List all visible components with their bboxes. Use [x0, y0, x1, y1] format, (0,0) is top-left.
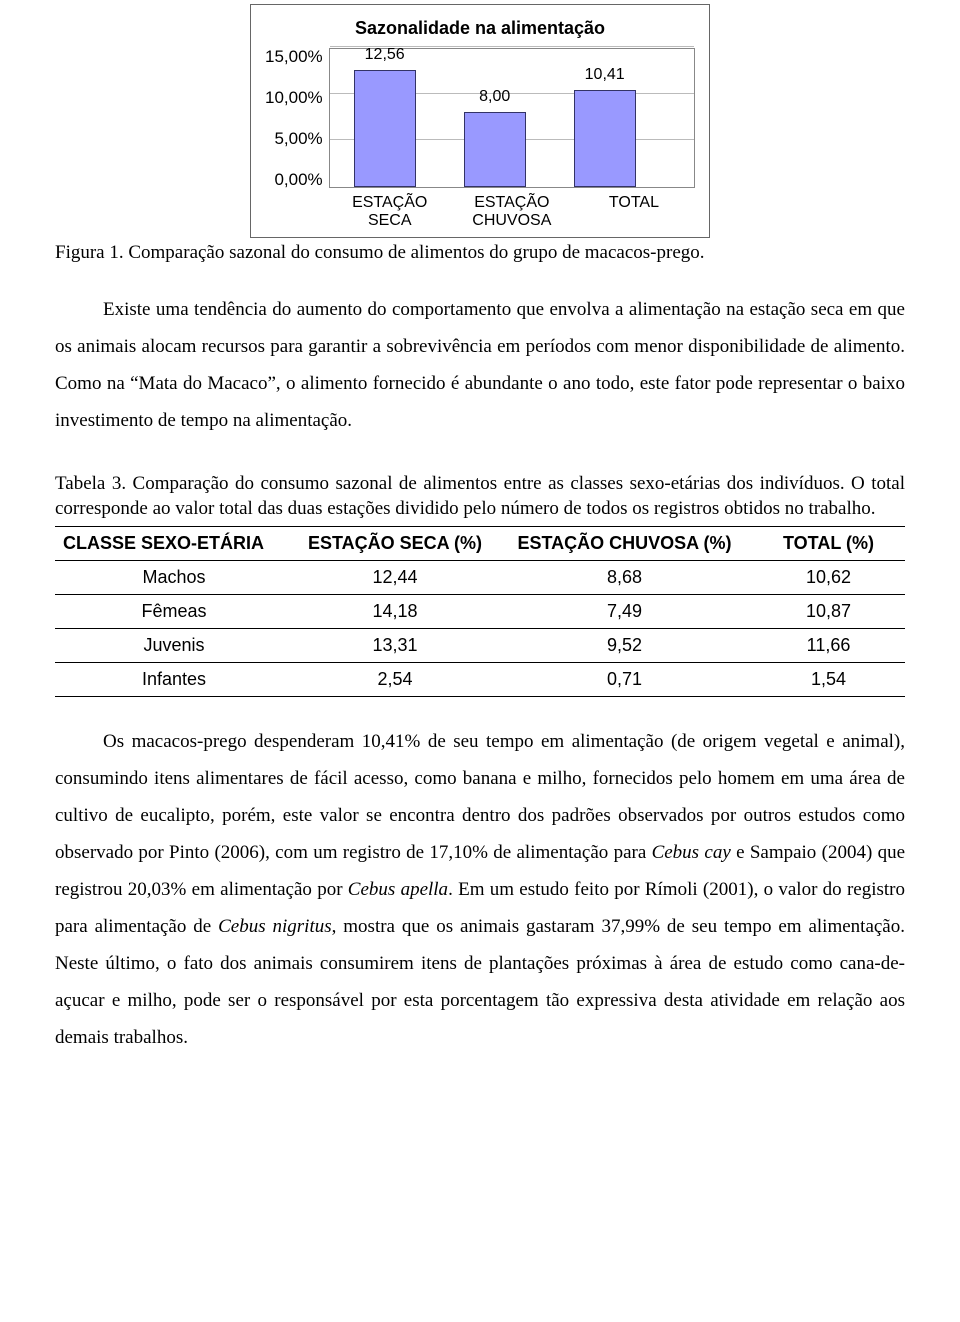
table-header: ESTAÇÃO CHUVOSA (%) [497, 527, 752, 561]
table-cell: Juvenis [55, 629, 293, 663]
paragraph-2: Os macacos-prego despenderam 10,41% de s… [55, 723, 905, 1056]
ytick-label: 10,00% [265, 89, 323, 106]
table-cell: 7,49 [497, 595, 752, 629]
table-header: TOTAL (%) [752, 527, 905, 561]
chart-body: 15,00% 10,00% 5,00% 0,00% Alimentação 12… [265, 48, 695, 231]
table-row: Infantes2,540,711,54 [55, 663, 905, 697]
chart-bar [574, 90, 636, 187]
table-row: Juvenis13,319,5211,66 [55, 629, 905, 663]
xaxis-label: TOTAL [573, 194, 695, 231]
bar-value-label: 12,56 [365, 43, 405, 67]
table-cell: 1,54 [752, 663, 905, 697]
ytick-label: 5,00% [274, 130, 322, 147]
table-cell: Infantes [55, 663, 293, 697]
table-header-row: CLASSE SEXO-ETÁRIA ESTAÇÃO SECA (%) ESTA… [55, 527, 905, 561]
table-cell: 2,54 [293, 663, 497, 697]
species-name: Cebus nigritus [218, 916, 332, 937]
table-cell: Machos [55, 561, 293, 595]
paragraph-1: Existe uma tendência do aumento do compo… [55, 291, 905, 439]
chart-box: Sazonalidade na alimentação 15,00% 10,00… [250, 4, 710, 238]
bar-value-label: 8,00 [479, 85, 510, 109]
table-cell: 10,87 [752, 595, 905, 629]
bar-value-label: 10,41 [585, 63, 625, 87]
table-cell: 14,18 [293, 595, 497, 629]
species-name: Cebus cay [652, 842, 731, 863]
table-cell: 11,66 [752, 629, 905, 663]
chart-title: Sazonalidade na alimentação [265, 15, 695, 42]
table-cell: 12,44 [293, 561, 497, 595]
table-row: Fêmeas14,187,4910,87 [55, 595, 905, 629]
table-cell: 0,71 [497, 663, 752, 697]
chart-bar [464, 112, 526, 187]
ytick-label: 0,00% [274, 171, 322, 188]
chart-yaxis: 15,00% 10,00% 5,00% 0,00% [265, 48, 329, 188]
table-cell: 8,68 [497, 561, 752, 595]
species-name: Cebus apella [348, 879, 448, 900]
table-header: ESTAÇÃO SECA (%) [293, 527, 497, 561]
table-header: CLASSE SEXO-ETÁRIA [55, 527, 293, 561]
table-cell: 10,62 [752, 561, 905, 595]
table-cell: 13,31 [293, 629, 497, 663]
chart-bar [354, 70, 416, 187]
table-cell: 9,52 [497, 629, 752, 663]
table-caption: Tabela 3. Comparação do consumo sazonal … [55, 471, 905, 522]
chart-xaxis: ESTAÇÃO SECA ESTAÇÃO CHUVOSA TOTAL [329, 194, 695, 231]
xaxis-label: ESTAÇÃO SECA [329, 194, 451, 231]
chart-plot-column: Alimentação 12,568,0010,41 ESTAÇÃO SECA … [329, 48, 695, 231]
chart-plot-area: 12,568,0010,41 [329, 48, 695, 188]
ytick-label: 15,00% [265, 48, 323, 65]
table-row: Machos12,448,6810,62 [55, 561, 905, 595]
table-cell: Fêmeas [55, 595, 293, 629]
data-table: CLASSE SEXO-ETÁRIA ESTAÇÃO SECA (%) ESTA… [55, 526, 905, 697]
xaxis-label: ESTAÇÃO CHUVOSA [451, 194, 573, 231]
chart-container: Sazonalidade na alimentação 15,00% 10,00… [55, 4, 905, 238]
figure-caption: Figura 1. Comparação sazonal do consumo … [55, 242, 905, 265]
